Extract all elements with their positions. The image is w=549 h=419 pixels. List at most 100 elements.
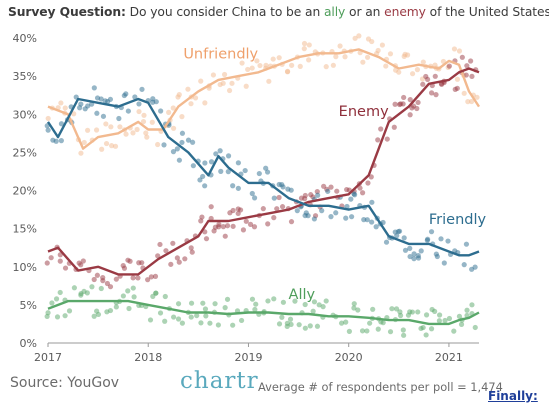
poll-point: [166, 109, 172, 115]
poll-point: [461, 262, 467, 268]
poll-point: [58, 138, 64, 144]
y-tick-label: 15%: [13, 223, 37, 236]
poll-point: [252, 306, 258, 313]
poll-point: [348, 196, 354, 202]
poll-point: [400, 101, 406, 107]
poll-point: [185, 86, 191, 92]
title-part3: of the United States?: [425, 5, 549, 19]
poll-point: [249, 65, 255, 71]
title-part2: or an: [345, 5, 385, 19]
poll-point: [328, 214, 334, 220]
y-tick-label: 35%: [13, 70, 37, 83]
poll-point: [338, 320, 345, 326]
poll-point: [265, 298, 271, 304]
poll-point: [305, 213, 311, 219]
poll-point: [333, 54, 339, 60]
poll-point: [384, 136, 390, 142]
poll-point: [99, 146, 105, 152]
poll-point: [433, 92, 439, 98]
poll-point: [225, 153, 232, 159]
poll-point: [276, 194, 282, 201]
poll-point: [387, 51, 394, 57]
poll-point: [168, 261, 174, 267]
poll-point: [306, 57, 312, 63]
poll-point: [442, 317, 448, 324]
poll-point: [333, 210, 339, 216]
poll-point: [170, 240, 176, 246]
poll-point: [149, 119, 155, 125]
poll-point: [357, 185, 363, 191]
poll-point: [271, 195, 277, 201]
poll-point: [123, 131, 129, 137]
poll-point: [465, 99, 471, 105]
poll-point: [464, 307, 470, 313]
x-tick-label: 2018: [134, 351, 162, 364]
poll-point: [153, 99, 159, 105]
poll-point: [257, 62, 263, 69]
respondents-note: Average # of respondents per poll = 1,47…: [258, 380, 503, 394]
poll-point: [409, 309, 415, 315]
poll-point: [276, 55, 282, 61]
poll-point: [175, 316, 182, 322]
poll-point: [396, 228, 403, 234]
poll-point: [49, 300, 55, 306]
poll-point: [216, 224, 222, 230]
series-line-unfriendly: [47, 48, 481, 150]
poll-point: [270, 56, 276, 62]
poll-point: [84, 290, 90, 296]
poll-point: [200, 173, 206, 180]
poll-point: [179, 320, 185, 326]
poll-point: [145, 277, 151, 283]
poll-point: [139, 260, 145, 266]
poll-point: [441, 260, 447, 266]
poll-point: [344, 203, 350, 210]
poll-point: [198, 78, 204, 84]
poll-point: [249, 296, 256, 302]
poll-point: [185, 137, 192, 143]
poll-point: [352, 192, 358, 198]
poll-point: [330, 62, 336, 68]
poll-point: [392, 101, 398, 107]
poll-point: [95, 311, 102, 318]
poll-point: [464, 312, 470, 319]
poll-point: [328, 184, 334, 190]
poll-point: [355, 307, 361, 313]
x-tick-label: 2019: [234, 351, 262, 364]
poll-point: [117, 124, 123, 130]
poll-point: [249, 190, 255, 197]
poll-point: [379, 42, 386, 48]
poll-point: [188, 245, 194, 251]
poll-point: [301, 40, 308, 47]
poll-point: [53, 138, 59, 144]
finally-link[interactable]: Finally:: [488, 389, 538, 403]
poll-point: [351, 301, 357, 307]
poll-point: [157, 310, 164, 316]
poll-point: [365, 180, 371, 186]
poll-point: [188, 314, 194, 320]
poll-point: [239, 60, 245, 66]
poll-point: [80, 258, 86, 264]
poll-point: [319, 208, 325, 214]
poll-point: [161, 142, 167, 148]
poll-point: [198, 320, 204, 326]
poll-point: [140, 118, 147, 125]
poll-point: [454, 76, 461, 82]
poll-point: [58, 121, 65, 127]
poll-point: [393, 306, 400, 312]
poll-point: [472, 324, 478, 331]
poll-point: [226, 87, 233, 94]
poll-point: [245, 66, 251, 73]
poll-point: [171, 314, 177, 320]
poll-point: [276, 321, 283, 327]
poll-point: [251, 195, 258, 201]
poll-point: [62, 265, 69, 271]
poll-point: [217, 148, 223, 154]
poll-point: [158, 108, 164, 114]
poll-point: [212, 301, 218, 307]
poll-point: [415, 309, 421, 315]
poll-point: [98, 96, 104, 102]
poll-point: [364, 328, 370, 334]
poll-point: [200, 300, 206, 306]
poll-point: [423, 73, 429, 80]
poll-point: [437, 312, 443, 318]
